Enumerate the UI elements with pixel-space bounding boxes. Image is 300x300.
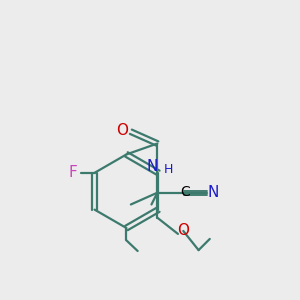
Text: N: N xyxy=(146,159,158,174)
Text: F: F xyxy=(69,165,78,180)
Text: H: H xyxy=(164,163,173,176)
Text: O: O xyxy=(117,123,129,138)
Text: C: C xyxy=(181,185,190,199)
Text: O: O xyxy=(177,224,189,238)
Text: N: N xyxy=(207,184,218,200)
